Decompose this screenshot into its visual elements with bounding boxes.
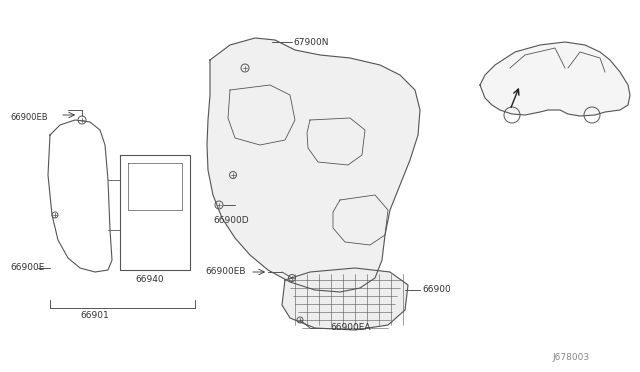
- Text: 66900EA: 66900EA: [330, 324, 371, 333]
- Text: 66900D: 66900D: [213, 215, 248, 224]
- Text: 66900EB: 66900EB: [10, 112, 47, 122]
- Text: J678003: J678003: [553, 353, 590, 362]
- Text: 66901: 66901: [81, 311, 109, 320]
- Polygon shape: [207, 38, 420, 292]
- Text: 66900E: 66900E: [10, 263, 44, 273]
- Text: 67900N: 67900N: [293, 38, 328, 46]
- Text: 66900EB: 66900EB: [205, 266, 246, 276]
- Polygon shape: [480, 42, 630, 116]
- Text: 66940: 66940: [136, 276, 164, 285]
- Polygon shape: [282, 268, 408, 330]
- Text: 66900: 66900: [422, 285, 451, 295]
